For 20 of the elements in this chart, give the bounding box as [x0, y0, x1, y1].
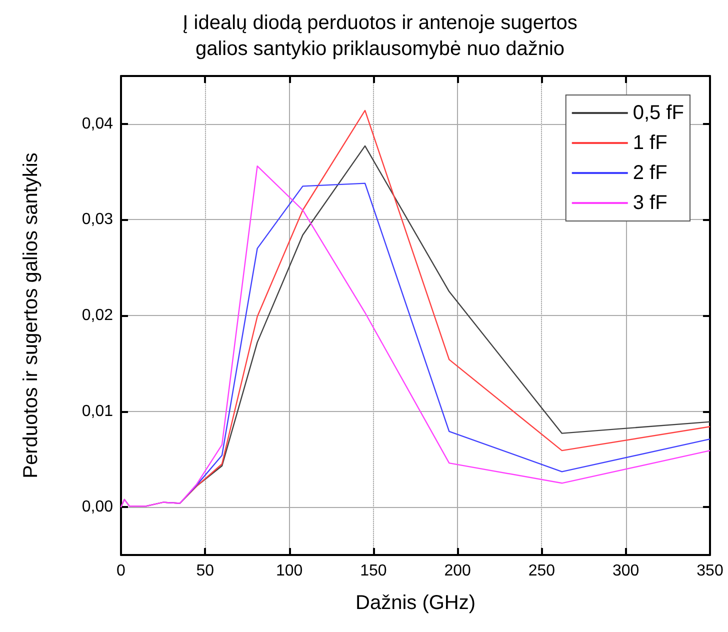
legend-label: 0,5 fF — [632, 102, 684, 124]
y-tick-label: 0,00 — [82, 498, 114, 516]
x-tick-label: 350 — [696, 562, 724, 580]
x-tick-label: 200 — [444, 562, 472, 580]
x-axis-title: Dažnis (GHz) — [355, 592, 476, 614]
y-tick-label: 0,04 — [82, 115, 114, 132]
x-tick-label: 300 — [612, 562, 640, 580]
y-tick-label: 0,02 — [82, 307, 114, 324]
y-tick-label: 0,01 — [82, 402, 114, 420]
x-tick-label: 0 — [116, 562, 126, 580]
x-tick-label: 100 — [276, 562, 303, 580]
x-tick-label: 50 — [196, 562, 214, 580]
chart-title: Į idealų diodą perduotos ir antenoje sugertos galios santykio priklausomybė nuo dažnio — [182, 12, 578, 60]
x-tick-label: 150 — [360, 562, 387, 580]
legend-label: 2 fF — [632, 162, 668, 184]
y-axis-title: Perduotos ir sugertos galios santykis — [20, 152, 42, 478]
legend-label: 1 fF — [632, 132, 668, 154]
y-tick-label: 0,03 — [82, 211, 114, 228]
x-tick-label: 250 — [528, 562, 556, 580]
legend-label: 3 fF — [632, 192, 668, 214]
